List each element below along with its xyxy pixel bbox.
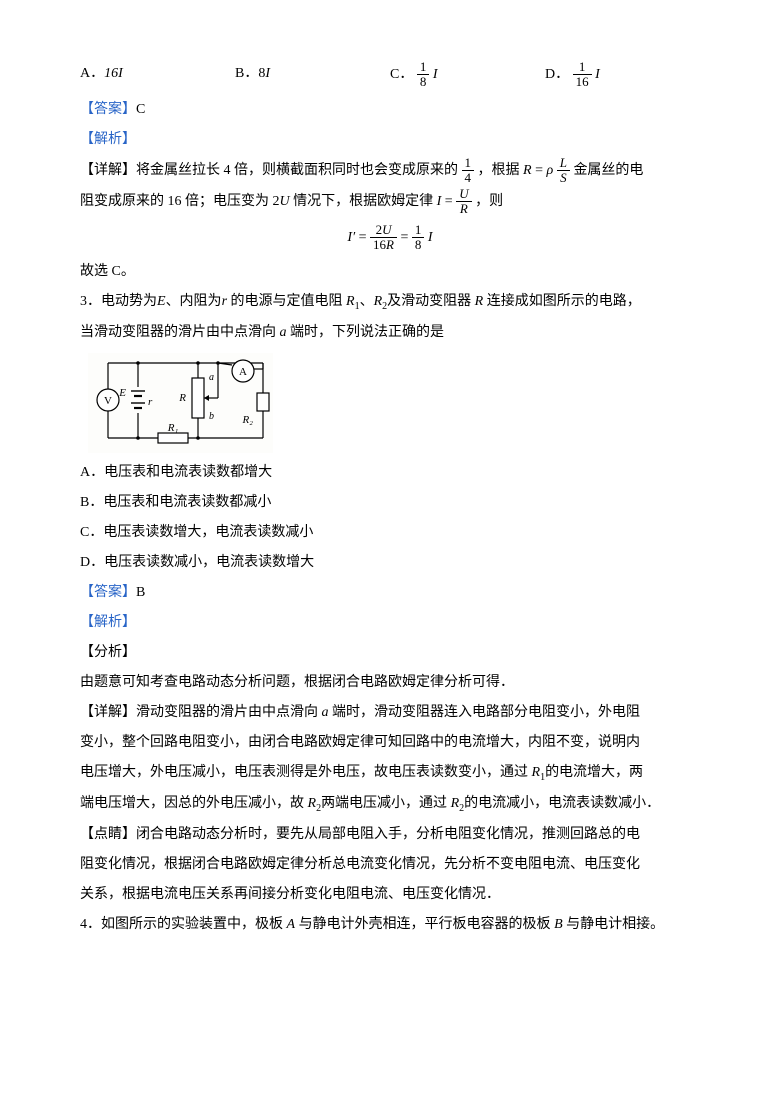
q3-detail-l2: 变小，整个回路电阻变小，由闭合电路欧姆定律可知回路中的电流增大，内阻不变，说明内 [80,729,700,757]
svg-text:R₂: R₂ [241,414,253,426]
answer-value: C [136,102,145,117]
q2-answer: 【答案】C [80,96,700,124]
q2-option-a: A．16I [80,60,235,90]
opt-c-suffix: I [433,67,438,82]
opt-d-suffix: I [595,67,600,82]
q3-option-c: C．电压表读数增大，电流表读数减小 [80,519,700,547]
q2-equation: I′ = 2U 16R = 1 8 I [80,223,700,253]
svg-text:a: a [209,372,214,383]
q3-detail: 【详解】滑动变阻器的滑片由中点滑向 a 端时，滑动变阻器连入电路部分电阻变小，外… [80,699,700,727]
q3-detail-l3: 电压增大，外电压减小，电压表测得是外电压，故电压表读数变小，通过 R1的电流增大… [80,759,700,788]
circuit-diagram: V E r R₁ R a b A R₂ [88,353,700,453]
q2-analysis-label: 【解析】 [80,126,700,154]
svg-text:r: r [148,396,153,408]
answer-label: 【答案】 [80,102,136,117]
q3-option-d: D．电压表读数减小，电流表读数增大 [80,549,700,577]
q2-detail-line2: 阻变成原来的 16 倍；电压变为 2U 情况下，根据欧姆定律 I = U R ，… [80,187,700,217]
svg-text:E: E [118,387,126,399]
svg-text:V: V [104,395,112,407]
q3-detail-l4: 端电压增大，因总的外电压减小，故 R2两端电压减小，通过 R2的电流减小，电流表… [80,790,700,819]
opt-d-prefix: D． [545,67,569,82]
q2-option-b: B．8I [235,60,390,90]
q2-conclusion: 故选 C。 [80,258,700,286]
q2-option-d: D． 1 16 I [545,60,700,90]
opt-d-frac: 1 16 [573,60,592,90]
q3-fenxi-text: 由题意可知考查电路动态分析问题，根据闭合电路欧姆定律分析可得． [80,669,700,697]
opt-c-frac: 1 8 [417,60,430,90]
frac-L-S: L S [557,156,570,186]
svg-text:R₁: R₁ [167,422,179,434]
q3-dianqing: 【点睛】闭合电路动态分析时，要先从局部电阻入手，分析电阻变化情况，推测回路总的电 [80,821,700,849]
q3-analysis-label: 【解析】 [80,609,700,637]
q3-dianqing-l3: 关系，根据电流电压关系再间接分析变化电阻电流、电压变化情况． [80,881,700,909]
opt-c-prefix: C． [390,67,413,82]
q2-detail-line1: 【详解】将金属丝拉长 4 倍，则横截面积同时也会变成原来的 1 4 ，根据 R … [80,156,700,186]
svg-text:R: R [178,392,186,404]
opt-a-prefix: A． [80,66,104,81]
circuit-svg: V E r R₁ R a b A R₂ [88,353,273,453]
opt-a-val: 16I [104,66,123,81]
opt-b-val: 8I [258,66,270,81]
q3-dianqing-l2: 阻变化情况，根据闭合电路欧姆定律分析总电流变化情况，先分析不变电阻电流、电压变化 [80,851,700,879]
frac-U-R: U R [456,187,471,217]
q3-stem: 3．电动势为E、内阻为r 的电源与定值电阻 R1、R2及滑动变阻器 R 连接成如… [80,288,700,317]
q3-fenxi-label: 【分析】 [80,639,700,667]
svg-text:b: b [209,411,214,422]
q4-stem: 4．如图所示的实验装置中，极板 A 与静电计外壳相连，平行板电容器的极板 B 与… [80,911,700,939]
q3-option-b: B．电压表和电流表读数都减小 [80,489,700,517]
q2-options: A．16I B．8I C． 1 8 I D． 1 16 I [80,60,700,90]
q3-stem-line2: 当滑动变阻器的滑片由中点滑向 a 端时，下列说法正确的是 [80,319,700,347]
svg-text:A: A [239,366,247,378]
q3-option-a: A．电压表和电流表读数都增大 [80,459,700,487]
q2-option-c: C． 1 8 I [390,60,545,90]
opt-b-prefix: B． [235,66,258,81]
frac-1-4: 1 4 [462,156,475,186]
q3-answer: 【答案】B [80,579,700,607]
